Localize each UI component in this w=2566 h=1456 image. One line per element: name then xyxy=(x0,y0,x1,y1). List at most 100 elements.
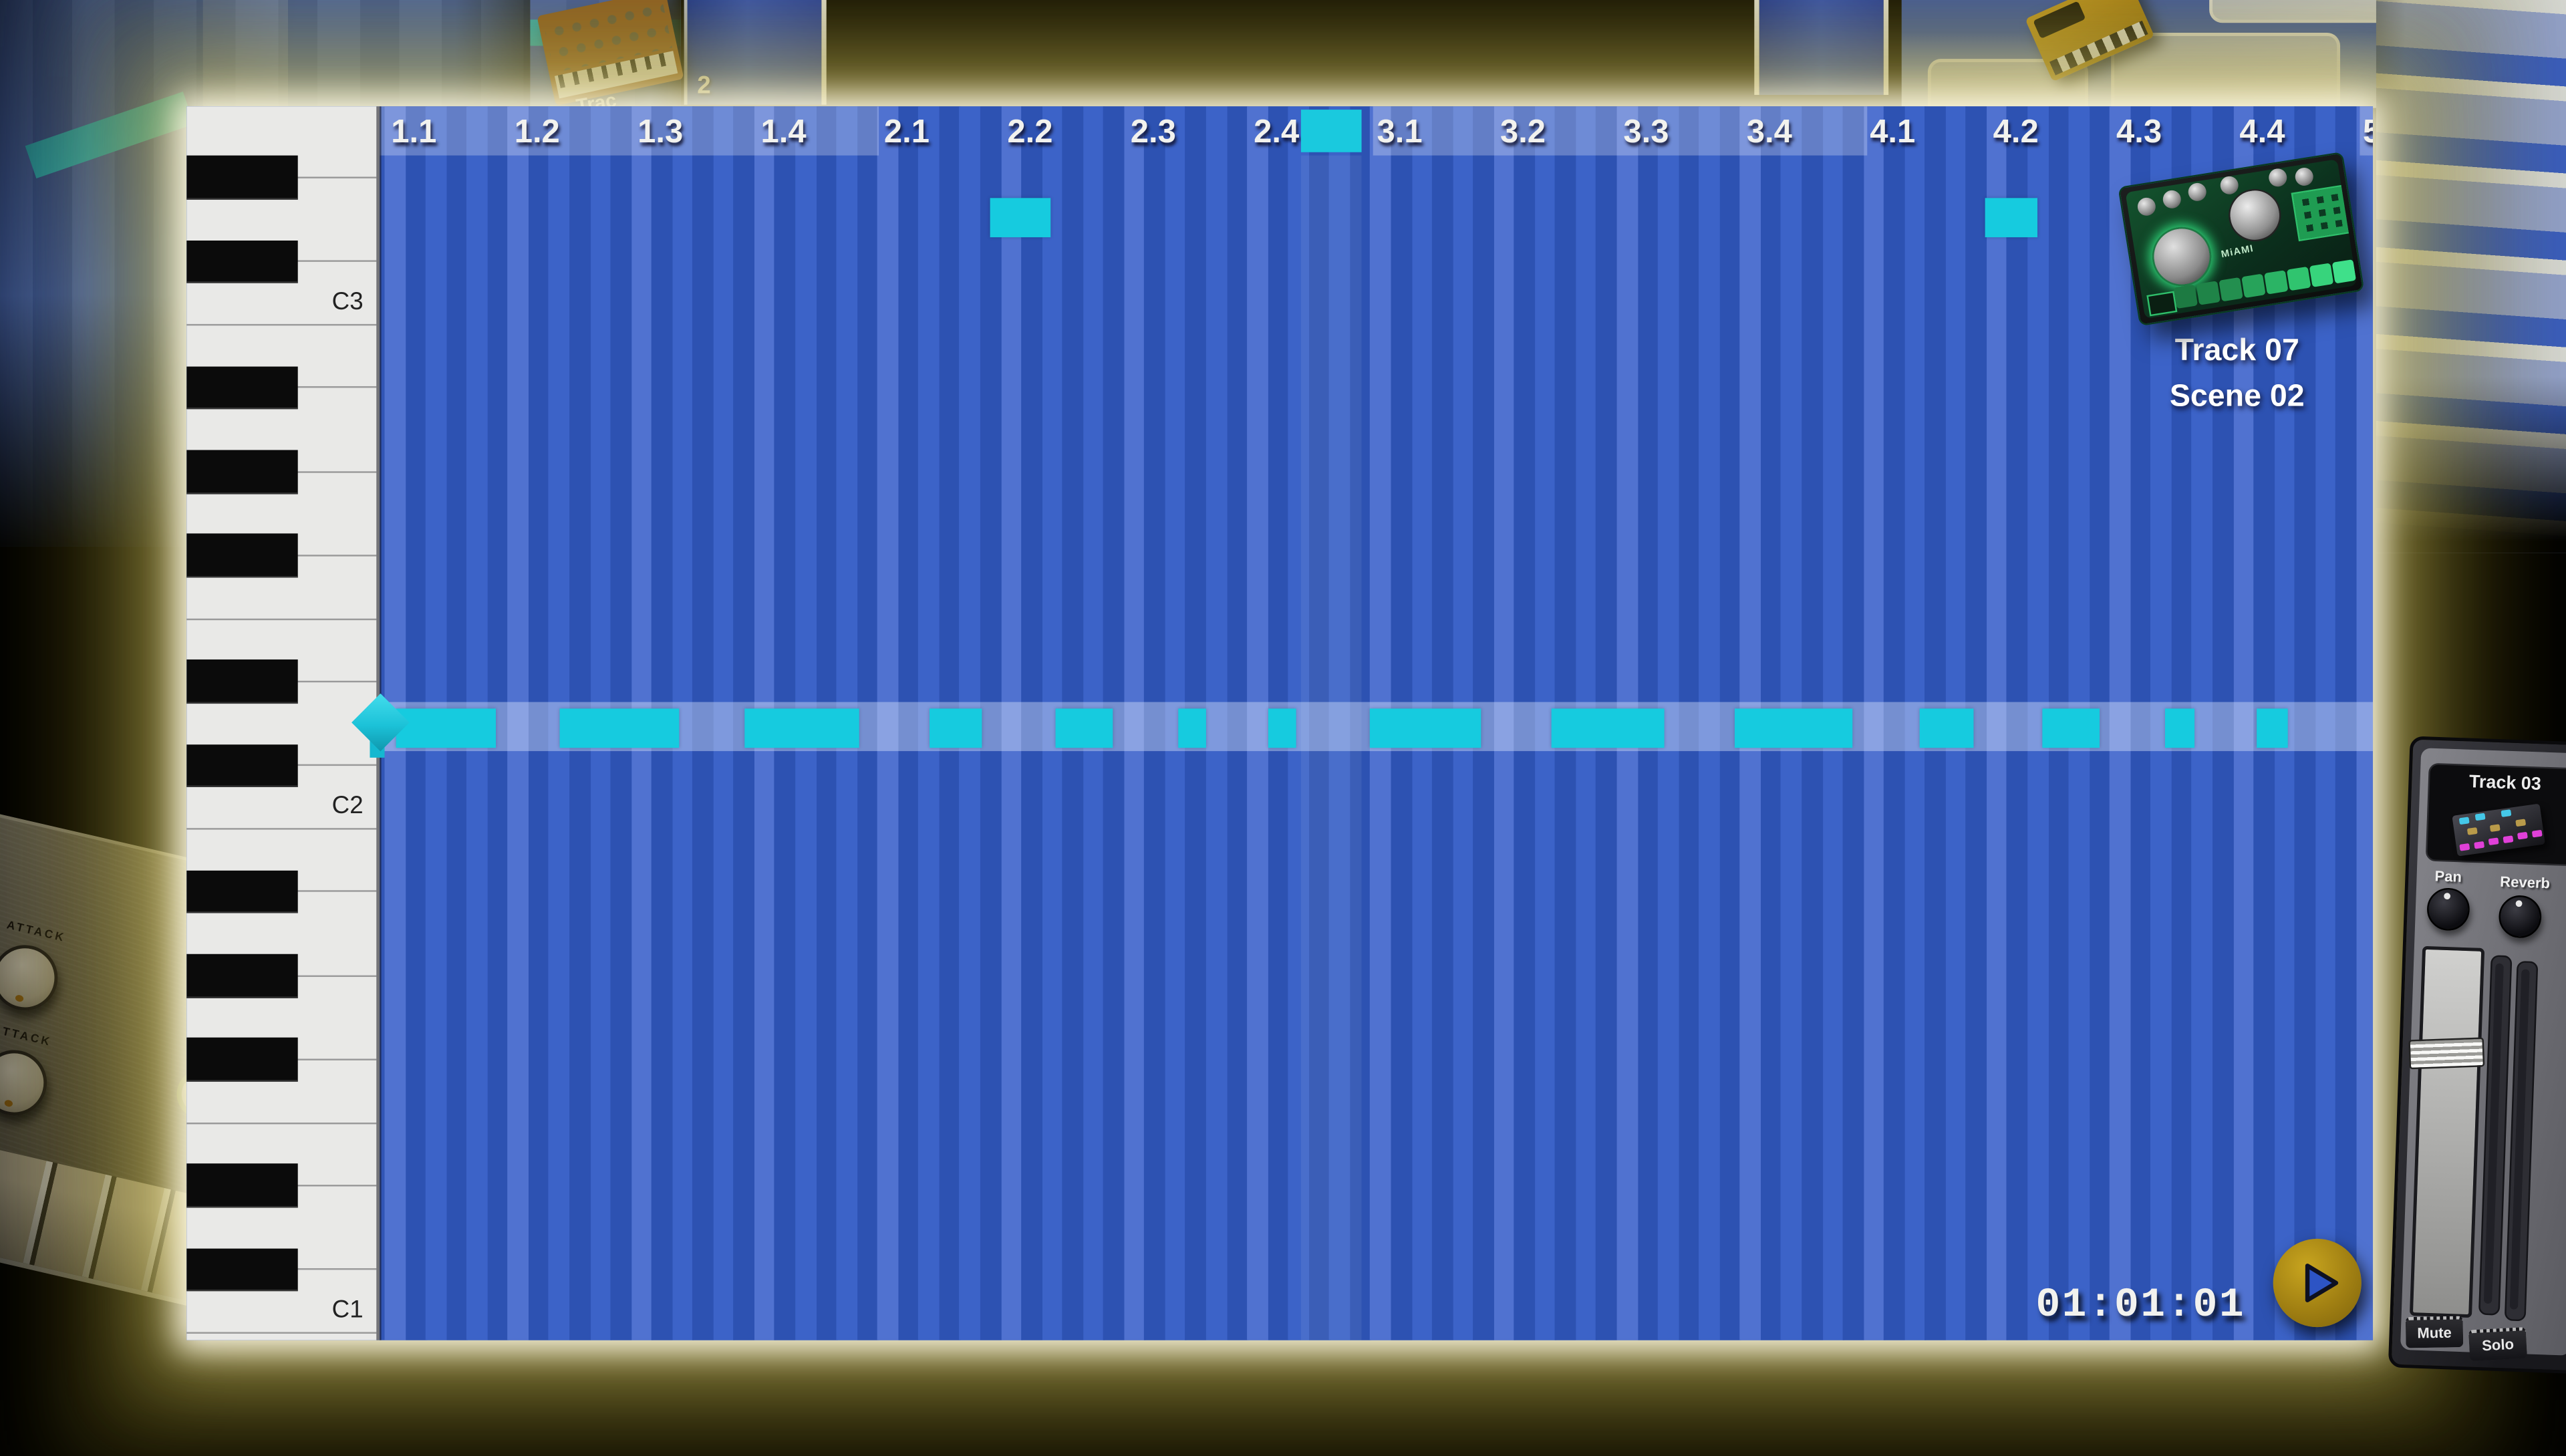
device-knob-small xyxy=(2267,167,2289,188)
white-key-boundary xyxy=(186,1121,377,1124)
note-block[interactable] xyxy=(1178,708,1206,748)
grid-stripe xyxy=(1350,106,1371,1340)
grid-stripe xyxy=(1863,106,1885,1340)
grid-stripe xyxy=(1493,106,1516,1340)
background-beat-label: 2 xyxy=(697,71,711,100)
volume-fader-track[interactable] xyxy=(2409,945,2485,1318)
piano-keyboard[interactable]: C3 C2 C1 xyxy=(186,106,380,1340)
timeline-beat-label: 4.2 xyxy=(1993,114,2039,151)
note-block[interactable] xyxy=(2042,708,2100,748)
piano-key-black[interactable] xyxy=(186,533,298,578)
grid-stripe xyxy=(507,106,529,1340)
device-display xyxy=(2291,184,2351,242)
grid-stripe xyxy=(2110,106,2132,1340)
note-block[interactable] xyxy=(1268,708,1296,748)
note-block[interactable] xyxy=(1551,708,1665,748)
note-block[interactable] xyxy=(744,708,859,748)
timeline-beat-label: 3.2 xyxy=(1500,114,1546,151)
grid-stripe xyxy=(528,106,550,1340)
grid-stripe xyxy=(877,106,899,1340)
note-grid[interactable]: 1.1 1.2 1.3 1.4 2.1 2.2 2.3 2.4 3.1 3.2 3.3 3.4 4.1 4… xyxy=(380,106,2374,1340)
device-knob-small xyxy=(2186,181,2208,202)
piano-key-black[interactable] xyxy=(186,660,298,704)
playhead-marker[interactable] xyxy=(1300,110,1362,152)
timeline-beat-label: 2.2 xyxy=(1007,114,1053,151)
device-pad xyxy=(2219,277,2243,302)
sequencer-screen: C3 C2 C1 1.1 1.2 1.3 1.4 2.1 2.2 2.3 2.4 3.1 3.2 3.3… xyxy=(186,106,2374,1340)
note-block[interactable] xyxy=(2257,708,2288,748)
device-knob-large xyxy=(2148,223,2216,291)
device-mini-display xyxy=(2146,291,2178,317)
device-pad xyxy=(2196,281,2221,305)
timeline-beat-label: 5 xyxy=(2363,114,2373,152)
grid-stripe xyxy=(1678,106,1700,1340)
grid-stripe xyxy=(1226,106,1248,1340)
note-block[interactable] xyxy=(1919,708,1974,748)
octave-label: C3 xyxy=(331,288,364,316)
grid-stripe xyxy=(1308,106,1330,1340)
timeline-beat-label: 2.3 xyxy=(1130,114,1176,151)
timeline-beat-label: 1.3 xyxy=(637,114,684,151)
background-screen-right-list xyxy=(2376,0,2566,553)
note-block[interactable] xyxy=(559,708,680,748)
timeline-beat-label: 3.4 xyxy=(1746,114,1792,151)
timeline-bar-highlight xyxy=(2360,106,2374,156)
mixer-screen: Track 03 xyxy=(2425,762,2566,867)
background-fade xyxy=(2376,0,2566,553)
timeline-beat-label: 4.1 xyxy=(1870,114,1916,151)
device-knob-small xyxy=(2136,196,2157,217)
device-knob-small xyxy=(2161,188,2182,210)
note-block[interactable] xyxy=(990,198,1051,238)
note-block[interactable] xyxy=(1985,198,2037,238)
device-brand-label: MiAMI xyxy=(2221,245,2255,261)
timeline-beat-label: 3.3 xyxy=(1623,114,1669,151)
grid-stripe xyxy=(713,106,735,1340)
note-block[interactable] xyxy=(1734,708,1853,748)
grid-stripe xyxy=(1699,106,1721,1340)
grid-stripe xyxy=(1123,106,1145,1340)
timeline-beat-label: 2.1 xyxy=(883,114,930,151)
mute-button[interactable]: Mute xyxy=(2405,1316,2464,1348)
white-key-boundary xyxy=(186,323,377,325)
grid-stripe xyxy=(1021,106,1043,1340)
solo-button[interactable]: Solo xyxy=(2468,1327,2527,1362)
device-pad xyxy=(2309,263,2334,287)
clip-scene-label: Scene 02 xyxy=(2169,380,2305,414)
grid-stripe xyxy=(1247,106,1269,1340)
note-block[interactable] xyxy=(930,708,982,748)
piano-key-black[interactable] xyxy=(186,744,298,788)
device-pad xyxy=(2264,270,2289,295)
pan-knob-label: Pan xyxy=(2434,867,2462,885)
grid-stripe xyxy=(2335,106,2358,1340)
timeline-beat-label: 4.3 xyxy=(2116,114,2162,151)
note-block[interactable] xyxy=(1369,708,1481,748)
piano-key-black[interactable] xyxy=(186,239,298,284)
device-knob-large xyxy=(2225,185,2285,245)
white-key-boundary xyxy=(186,827,377,830)
white-key-boundary xyxy=(186,617,377,620)
grid-stripe xyxy=(692,106,714,1340)
play-icon xyxy=(2305,1264,2339,1302)
play-button[interactable] xyxy=(2273,1238,2362,1328)
piano-key-black[interactable] xyxy=(186,869,298,914)
volume-fader-handle[interactable] xyxy=(2408,1037,2485,1070)
note-block[interactable] xyxy=(396,708,496,748)
background-screen-band-center: 2 xyxy=(684,0,827,105)
piano-key-black[interactable] xyxy=(186,1038,298,1082)
piano-key-black[interactable] xyxy=(186,366,298,410)
note-block[interactable] xyxy=(2165,708,2195,748)
grid-stripe xyxy=(2294,106,2316,1340)
note-block[interactable] xyxy=(1055,708,1113,748)
piano-key-black[interactable] xyxy=(186,156,298,200)
device-pad xyxy=(2331,259,2357,284)
piano-key-black[interactable] xyxy=(186,954,298,998)
piano-key-black[interactable] xyxy=(186,1163,298,1208)
grid-stripe xyxy=(1144,106,1166,1340)
white-key-boundary xyxy=(186,1332,377,1334)
piano-key-black[interactable] xyxy=(186,1248,298,1292)
timeline-beat-label: 4.4 xyxy=(2239,114,2285,151)
mixer-device-thumbnail xyxy=(2452,803,2545,857)
clip-track-label: Track 07 xyxy=(2174,333,2299,369)
piano-key-black[interactable] xyxy=(186,450,298,494)
